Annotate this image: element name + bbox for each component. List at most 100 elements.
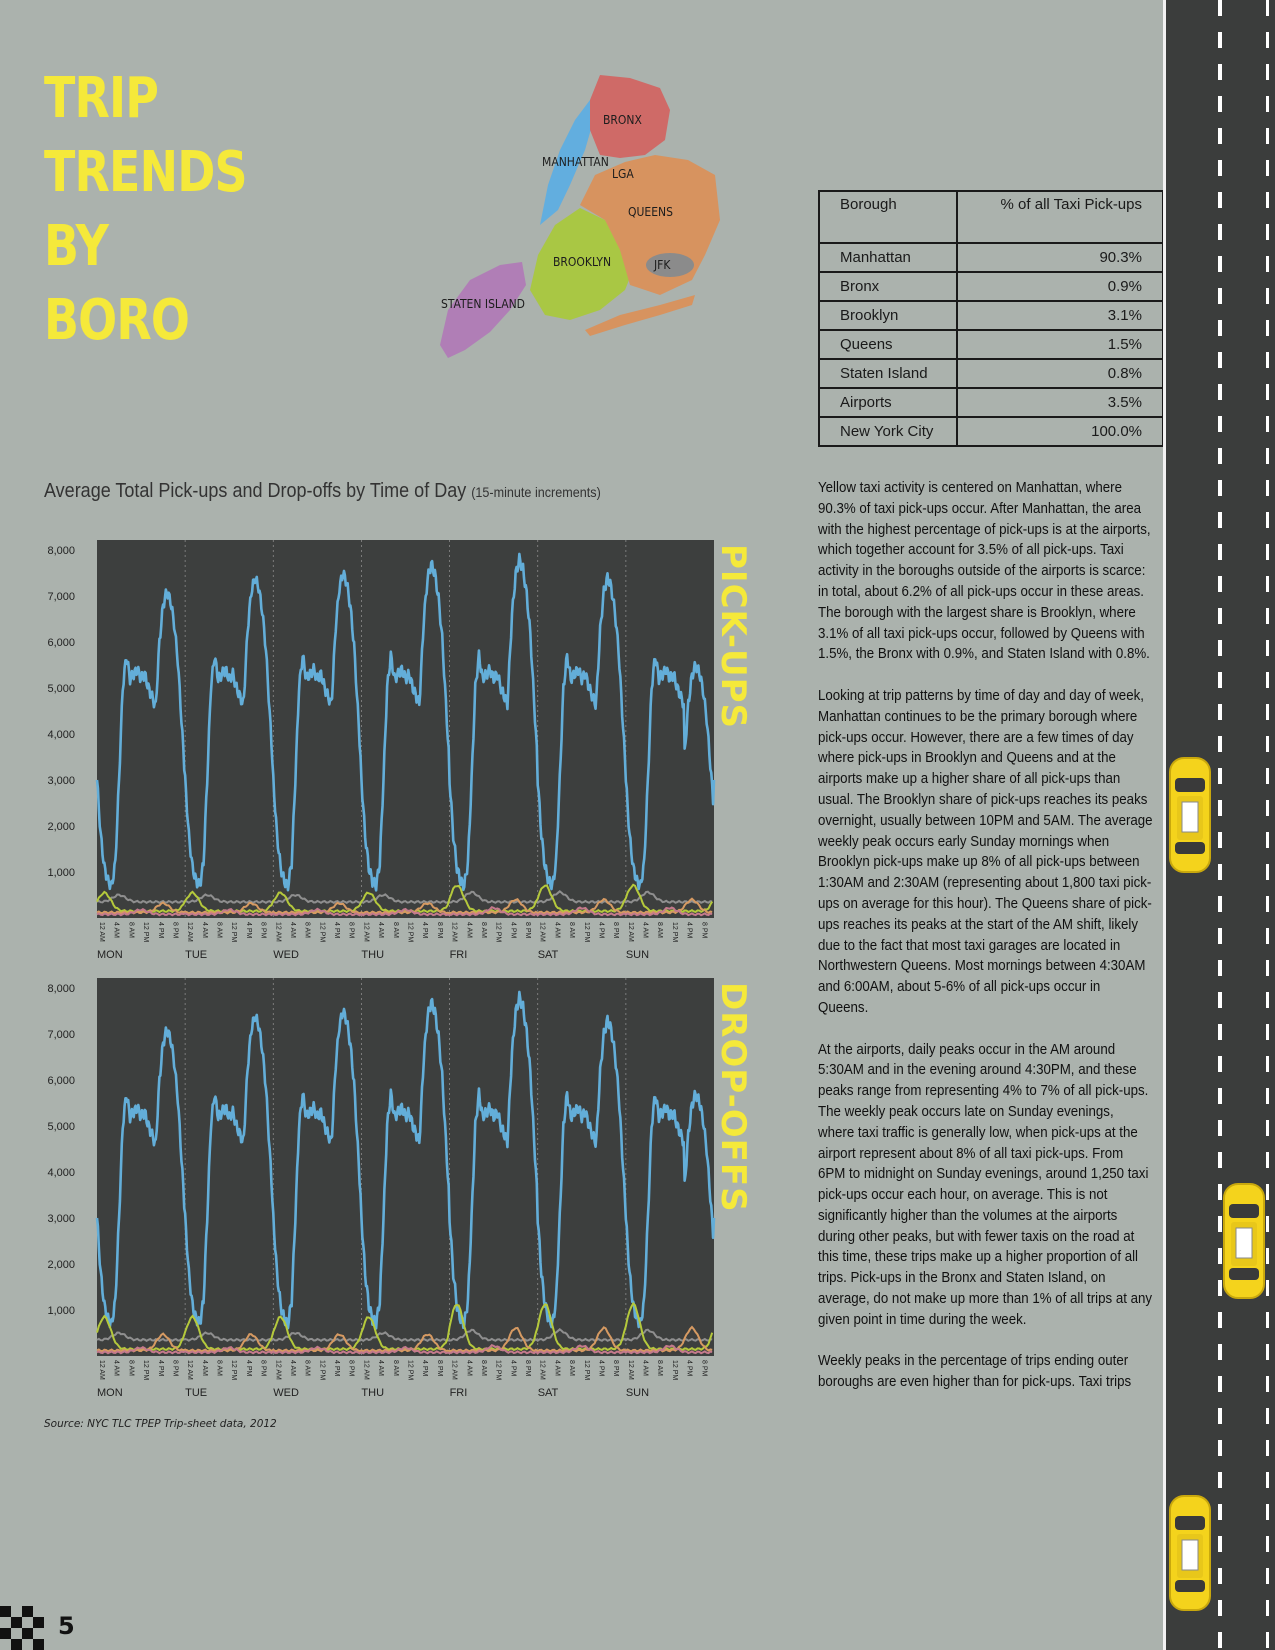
day-label: TUE: [185, 1387, 207, 1399]
title-line: BY: [44, 214, 109, 279]
hour-tick-label: 4 AM: [377, 922, 384, 938]
hour-tick-label: 12 AM: [362, 1360, 369, 1380]
map-staten-island: [440, 262, 526, 358]
y-tick-label: 6,000: [47, 1075, 75, 1087]
y-tick-label: 2,000: [47, 1259, 75, 1271]
map-label-staten-island: STATEN ISLAND: [441, 297, 525, 311]
hour-tick-label: 4 PM: [421, 1360, 428, 1377]
road-edge-line: [1163, 0, 1166, 1650]
hour-tick-label: 8 PM: [612, 1360, 619, 1377]
table-cell: Manhattan: [817, 242, 959, 273]
paragraph: Looking at trip patterns by time of day …: [818, 687, 1153, 1016]
hour-tick-label: 12 AM: [362, 922, 369, 942]
hour-tick-label: 4 PM: [686, 1360, 693, 1377]
hour-tick-label: 4 PM: [333, 1360, 340, 1377]
day-label: SUN: [626, 949, 649, 961]
borough-map: BRONX MANHATTAN LGA QUEENS BROOKLYN JFK …: [430, 70, 760, 390]
hour-tick-label: 12 PM: [230, 922, 237, 942]
map-brooklyn: [530, 208, 635, 320]
y-tick-label: 8,000: [47, 983, 75, 995]
hour-tick-label: 8 PM: [171, 922, 178, 939]
series-manhattan-line: [95, 552, 716, 892]
chart-title: Average Total Pick-ups and Drop-offs by …: [44, 480, 601, 503]
hour-tick-label: 12 PM: [583, 1360, 590, 1380]
hour-tick-label: 4 AM: [201, 922, 208, 938]
hour-tick-label: 12 PM: [583, 922, 590, 942]
table-cell: 0.9%: [956, 271, 1164, 302]
hour-tick-label: 8 AM: [127, 922, 134, 938]
hour-tick-label: 12 PM: [407, 922, 414, 942]
day-label: FRI: [450, 1387, 468, 1399]
paragraph: At the airports, daily peaks occur in th…: [818, 1041, 1153, 1328]
day-label: WED: [273, 949, 299, 961]
y-tick-label: 5,000: [47, 683, 75, 695]
y-tick-label: 1,000: [47, 867, 75, 879]
borough-share-table: Borough % of all Taxi Pick-ups Manhattan…: [817, 190, 1164, 447]
day-label: SAT: [538, 949, 559, 961]
y-tick-label: 8,000: [47, 545, 75, 557]
day-label: MON: [97, 1387, 123, 1399]
y-tick-label: 3,000: [47, 1213, 75, 1225]
hour-tick-label: 4 AM: [553, 1360, 560, 1376]
hour-tick-label: 8 AM: [304, 922, 311, 938]
hour-tick-label: 8 AM: [656, 922, 663, 938]
dropoffs-svg: 8,000 7,000 6,000 5,000 4,000 3,000 2,000 1,000…: [47, 978, 716, 1399]
series-other_grey-line: [96, 1328, 713, 1343]
hour-tick-label: 12 AM: [451, 1360, 458, 1380]
hour-tick-label: 4 AM: [465, 1360, 472, 1376]
hour-tick-label: 12 AM: [274, 1360, 281, 1380]
y-tick-label: 4,000: [47, 729, 75, 741]
hour-tick-label: 4 AM: [465, 922, 472, 938]
day-label: FRI: [450, 949, 468, 961]
title-line: BORO: [44, 288, 190, 353]
hour-tick-label: 4 PM: [509, 922, 516, 939]
hour-tick-label: 8 AM: [568, 922, 575, 938]
hour-tick-label: 4 AM: [642, 922, 649, 938]
series-other_grey-line: [96, 890, 713, 905]
plot-background: [97, 540, 714, 918]
map-label-brooklyn: BROOKLYN: [553, 255, 611, 269]
series-brooklyn-line: [96, 1301, 714, 1352]
hour-tick-label: 12 AM: [451, 922, 458, 942]
hour-tick-label: 12 AM: [186, 922, 193, 942]
hour-tick-label: 4 AM: [642, 1360, 649, 1376]
table-cell: 1.5%: [956, 329, 1164, 360]
hour-tick-label: 12 AM: [627, 922, 634, 942]
hour-tick-label: 8 AM: [392, 922, 399, 938]
table-cell: 100.0%: [956, 416, 1164, 447]
chart-subtitle: (15-minute increments): [471, 484, 601, 500]
hour-tick-label: 12 PM: [495, 922, 502, 942]
hour-tick-label: 8 PM: [700, 1360, 707, 1377]
y-tick-label: 6,000: [47, 637, 75, 649]
hour-tick-label: 12 AM: [539, 922, 546, 942]
y-tick-label: 5,000: [47, 1121, 75, 1133]
y-tick-label: 4,000: [47, 1167, 75, 1179]
hour-tick-label: 8 PM: [436, 1360, 443, 1377]
map-label-bronx: BRONX: [603, 113, 642, 127]
hour-tick-label: 8 PM: [524, 922, 531, 939]
hour-tick-label: 8 AM: [216, 922, 223, 938]
hour-tick-label: 8 AM: [480, 1360, 487, 1376]
hour-tick-label: 12 PM: [318, 1360, 325, 1380]
hour-tick-label: 8 PM: [260, 1360, 267, 1377]
pickups-side-label: PICK-UPS: [713, 544, 753, 730]
hour-tick-label: 4 PM: [509, 1360, 516, 1377]
hour-tick-label: 4 PM: [421, 922, 428, 939]
taxi-icon: [1223, 1183, 1265, 1299]
taxi-icon: [1169, 757, 1211, 873]
y-tick-label: 1,000: [47, 1305, 75, 1317]
page-number: 5: [58, 1612, 75, 1640]
hour-tick-label: 4 PM: [686, 922, 693, 939]
borough-map-svg: BRONX MANHATTAN LGA QUEENS BROOKLYN JFK …: [440, 75, 720, 358]
table-cell: Staten Island: [817, 358, 959, 389]
taxi-icon: [1169, 1495, 1211, 1611]
road-edge-dashes: [1266, 0, 1269, 1650]
day-label: MON: [97, 949, 123, 961]
table-cell: 3.5%: [956, 387, 1164, 418]
article-body: Yellow taxi activity is centered on Manh…: [818, 478, 1153, 1414]
day-label: SUN: [626, 1387, 649, 1399]
series-queens-line: [96, 1325, 713, 1353]
y-tick-label: 2,000: [47, 821, 75, 833]
hour-tick-label: 8 AM: [480, 922, 487, 938]
table-row: Bronx 0.9%: [817, 271, 1164, 302]
